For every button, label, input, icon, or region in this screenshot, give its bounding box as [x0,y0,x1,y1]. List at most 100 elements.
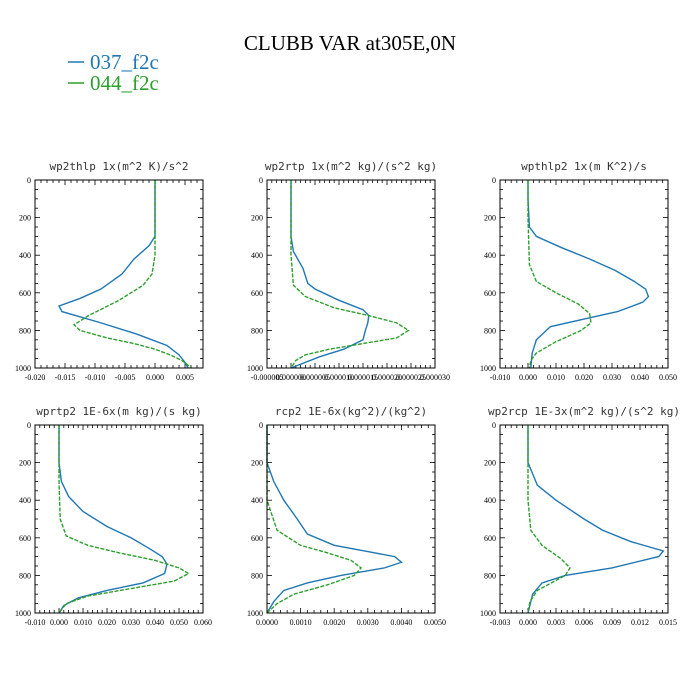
subplot-2: wp2rtp 1x(m^2 kg)/(s^2 kg)0 200 400 600 800 1… [247,160,450,382]
x-tick-label: 0.030 [603,373,621,382]
y-tick-label: 800 [484,571,496,580]
x-tick-label: 0.030 [122,618,140,627]
x-tick-label: 0.000 [50,618,68,627]
y-tick-label: 800 [19,326,31,335]
y-tick-label: 1000 [247,364,263,373]
subplot-title: wp2rcp 1E-3x(m^2 kg)/(s^2 kg) [488,405,680,418]
x-tick-label: 0.000020 [372,373,402,382]
x-tick-label: 0.010 [547,373,565,382]
plot-frame [266,179,436,369]
y-tick-label: 0 [259,421,263,430]
series-line-044_f2c [266,425,363,614]
y-tick-label: 400 [484,251,496,260]
x-tick-label: 0.000010 [324,373,354,382]
x-tick-label: 0.000000 [276,373,306,382]
x-tick-label: 0.0020 [323,618,345,627]
x-tick-label: -0.000005 [251,373,284,382]
x-tick-label: 0.012 [631,618,649,627]
x-tick-label: 0.050 [659,373,677,382]
series-line-037_f2c [290,180,370,369]
y-tick-label: 0 [27,176,31,185]
x-tick-label: 0.010 [74,618,92,627]
x-tick-label: 0.000005 [300,373,330,382]
series-line-044_f2c [527,180,592,369]
plot-frame [266,424,436,614]
y-tick-label: 400 [19,251,31,260]
subplot-title: wp2thlp 1x(m^2 K)/s^2 [49,160,188,173]
x-tick-label: 0.060 [194,618,212,627]
y-tick-label: 200 [251,459,263,468]
y-tick-label: 600 [19,289,31,298]
y-tick-label: 600 [19,534,31,543]
series-line-037_f2c [527,180,650,369]
x-tick-label: 0.009 [603,618,621,627]
x-tick-label: 0.0010 [290,618,312,627]
plot-frame [499,179,669,369]
x-tick-label: 0.040 [631,373,649,382]
subplot-title: rcp2 1E-6x(kg^2)/(kg^2) [275,405,427,418]
y-tick-label: 800 [251,571,263,580]
subplot-grid: wp2thlp 1x(m^2 K)/s^202004006008001000-0… [15,160,680,627]
y-tick-label: 0 [492,421,496,430]
x-tick-label: -0.010 [85,373,106,382]
y-tick-label: 400 [484,496,496,505]
subplot-3: wpthlp2 1x(m K^2)/s 0 200 400 600 800 1000-0.0… [480,160,677,382]
series-line-044_f2c [290,180,410,369]
x-tick-label: -0.010 [25,618,46,627]
y-tick-label: 400 [251,251,263,260]
y-tick-label: 400 [251,496,263,505]
x-tick-label: 0.000025 [396,373,426,382]
series-line-037_f2c [58,180,189,369]
x-tick-label: 0.020 [575,373,593,382]
x-tick-label: 0.0030 [357,618,379,627]
y-tick-label: 1000 [480,364,496,373]
y-tick-label: 0 [259,176,263,185]
plot-frame [34,424,204,614]
x-tick-label: 0.000 [146,373,164,382]
y-tick-label: 0 [492,176,496,185]
x-tick-label: 0.050 [170,618,188,627]
y-tick-label: 200 [484,214,496,223]
figure-legend: 037_f2c 044_f2c [68,50,159,95]
series-line-037_f2c [266,425,403,614]
subplot-title: wpthlp2 1x(m K^2)/s [521,160,647,173]
x-tick-label: 0.000030 [420,373,450,382]
subplot-title: wprtp2 1E-6x(m kg)/(s kg) [36,405,202,418]
series-line-044_f2c [72,180,192,369]
y-tick-label: 200 [19,459,31,468]
plot-frame [499,424,669,614]
series-line-037_f2c [527,425,665,614]
y-tick-label: 600 [251,289,263,298]
x-tick-label: 0.040 [146,618,164,627]
y-tick-label: 800 [19,571,31,580]
subplot-1: wp2thlp 1x(m^2 K)/s^2 0 200 400 600 800 1000 -0… [15,160,204,382]
x-tick-label: -0.010 [490,373,511,382]
x-tick-label: -0.003 [490,618,511,627]
plot-frame [34,179,204,369]
x-tick-label: 0.006 [575,618,593,627]
y-tick-label: 400 [19,496,31,505]
y-tick-label: 600 [251,534,263,543]
series-line-044_f2c [527,425,571,614]
x-tick-label: 0.005 [176,373,194,382]
figure-title: CLUBB VAR at305E,0N [244,31,456,55]
y-tick-label: 800 [484,326,496,335]
y-tick-label: 600 [484,289,496,298]
legend-label-044: 044_f2c [90,71,159,95]
x-tick-label: 0.020 [98,618,116,627]
x-tick-label: 0.000 [519,373,537,382]
y-tick-label: 1000 [247,609,263,618]
x-tick-label: -0.015 [55,373,76,382]
subplot-5: rcp2 1E-6x(kg^2)/(kg^2) 0 200 400 600 800 1000… [247,405,446,627]
y-tick-label: 1000 [15,364,31,373]
x-tick-label: 0.003 [547,618,565,627]
y-tick-label: 0 [27,421,31,430]
y-tick-label: 600 [484,534,496,543]
y-tick-label: 1000 [480,609,496,618]
x-tick-label: 0.015 [659,618,677,627]
y-tick-label: 200 [19,214,31,223]
x-tick-label: 0.000 [519,618,537,627]
y-tick-label: 1000 [15,609,31,618]
x-tick-label: 0.0000 [256,618,278,627]
